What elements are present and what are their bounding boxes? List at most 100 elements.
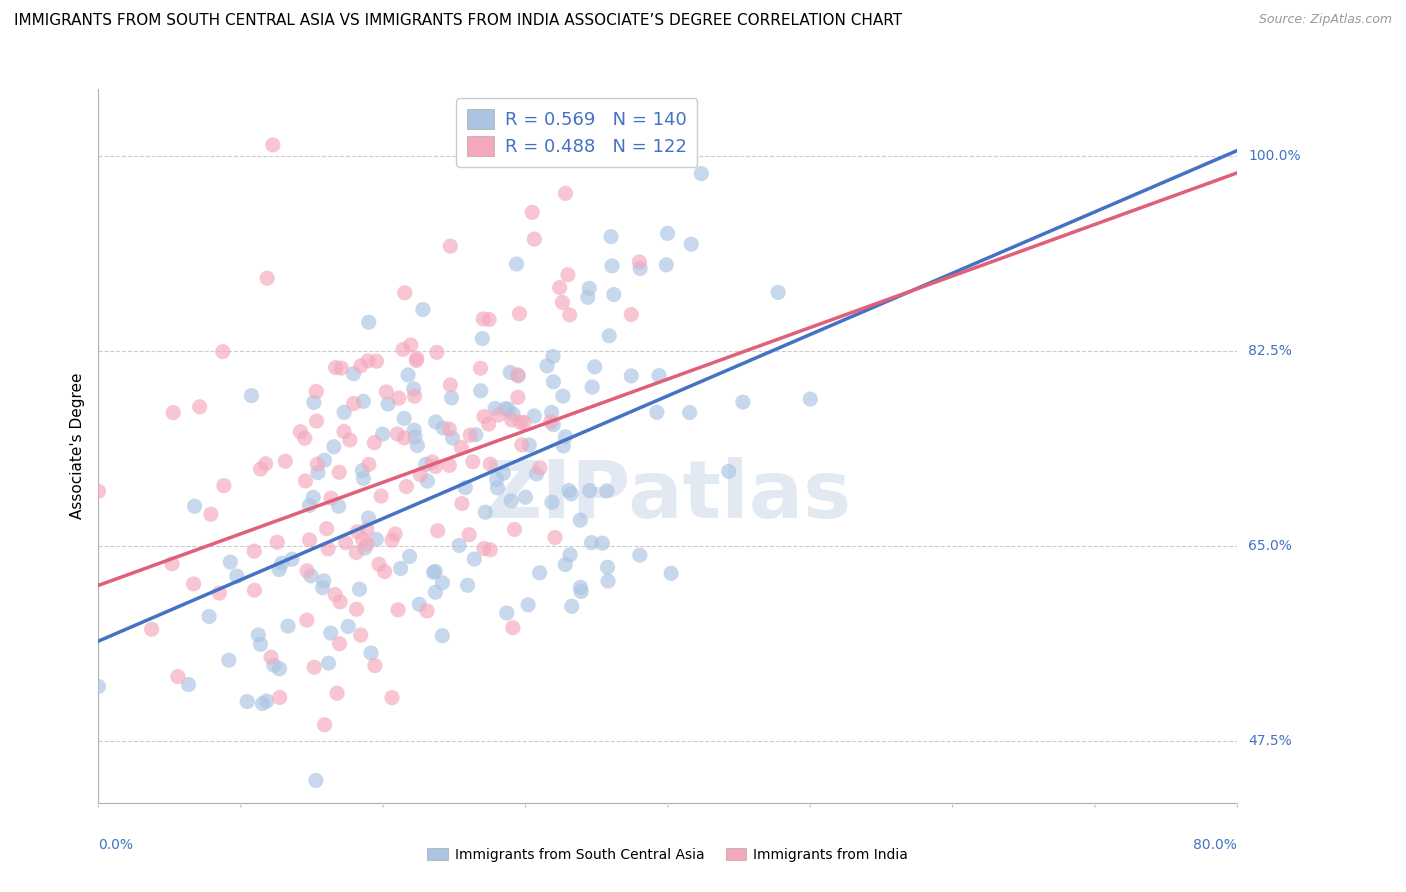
Point xyxy=(472,541,495,556)
Point xyxy=(398,549,420,564)
Point xyxy=(352,472,374,486)
Point xyxy=(236,694,259,708)
Point xyxy=(416,604,439,618)
Point xyxy=(415,458,437,472)
Point xyxy=(598,328,620,343)
Point xyxy=(339,433,361,447)
Point xyxy=(399,338,422,352)
Point xyxy=(451,496,474,510)
Point xyxy=(541,350,564,364)
Point xyxy=(405,351,427,366)
Point xyxy=(335,535,357,549)
Point xyxy=(211,344,233,359)
Point xyxy=(522,205,544,219)
Point xyxy=(381,533,404,548)
Point xyxy=(560,487,582,501)
Point xyxy=(243,583,266,598)
Point xyxy=(681,237,703,252)
Point xyxy=(281,552,304,566)
Point xyxy=(87,680,110,694)
Point xyxy=(508,307,530,321)
Point xyxy=(558,483,581,498)
Point xyxy=(471,332,494,346)
Point xyxy=(364,658,387,673)
Point xyxy=(501,413,523,427)
Point xyxy=(256,271,278,285)
Point xyxy=(548,280,571,294)
Point xyxy=(198,609,221,624)
Point xyxy=(620,308,643,322)
Point xyxy=(366,354,388,368)
Text: 65.0%: 65.0% xyxy=(1249,540,1292,553)
Point xyxy=(717,464,740,478)
Point xyxy=(457,578,479,592)
Point xyxy=(305,773,328,788)
Point xyxy=(396,368,419,382)
Point xyxy=(225,569,247,583)
Point xyxy=(541,495,564,509)
Point xyxy=(553,439,575,453)
Point xyxy=(392,411,415,425)
Point xyxy=(412,302,434,317)
Point xyxy=(366,533,388,547)
Point xyxy=(409,467,432,482)
Point xyxy=(299,569,322,583)
Point xyxy=(558,308,581,322)
Point xyxy=(479,542,502,557)
Point xyxy=(387,603,409,617)
Point xyxy=(333,425,356,439)
Point xyxy=(266,535,288,549)
Point xyxy=(513,416,536,430)
Point xyxy=(540,405,562,419)
Point xyxy=(600,229,623,244)
Point xyxy=(526,467,548,481)
Point xyxy=(314,453,336,467)
Point xyxy=(318,656,340,670)
Point xyxy=(690,167,713,181)
Point xyxy=(645,405,668,419)
Point xyxy=(408,598,430,612)
Point xyxy=(485,472,508,486)
Point xyxy=(328,466,350,480)
Point xyxy=(240,388,263,402)
Point xyxy=(488,408,510,422)
Point xyxy=(302,660,325,674)
Point xyxy=(200,507,222,521)
Point xyxy=(439,239,461,253)
Point xyxy=(578,483,600,498)
Point xyxy=(269,562,291,576)
Point xyxy=(212,478,235,492)
Point xyxy=(544,531,567,545)
Point xyxy=(219,555,242,569)
Point xyxy=(506,368,529,382)
Point xyxy=(416,474,439,488)
Point xyxy=(432,575,454,590)
Point xyxy=(325,360,347,375)
Point xyxy=(260,650,283,665)
Point xyxy=(381,690,404,705)
Point xyxy=(439,378,461,392)
Point xyxy=(360,646,382,660)
Point xyxy=(183,577,205,591)
Point xyxy=(648,368,671,383)
Point xyxy=(302,491,325,505)
Point xyxy=(576,290,599,304)
Point xyxy=(655,258,678,272)
Point xyxy=(558,548,581,562)
Point xyxy=(404,423,426,437)
Text: 0.0%: 0.0% xyxy=(98,838,134,852)
Point xyxy=(502,621,524,635)
Point xyxy=(470,384,492,398)
Point xyxy=(472,312,495,326)
Point xyxy=(439,458,461,473)
Point xyxy=(342,367,364,381)
Point xyxy=(357,511,380,525)
Point xyxy=(295,564,318,578)
Point xyxy=(591,536,613,550)
Point xyxy=(517,438,540,452)
Point xyxy=(252,697,274,711)
Text: Source: ZipAtlas.com: Source: ZipAtlas.com xyxy=(1258,13,1392,27)
Point xyxy=(425,585,447,599)
Point xyxy=(628,548,651,562)
Point xyxy=(388,391,411,405)
